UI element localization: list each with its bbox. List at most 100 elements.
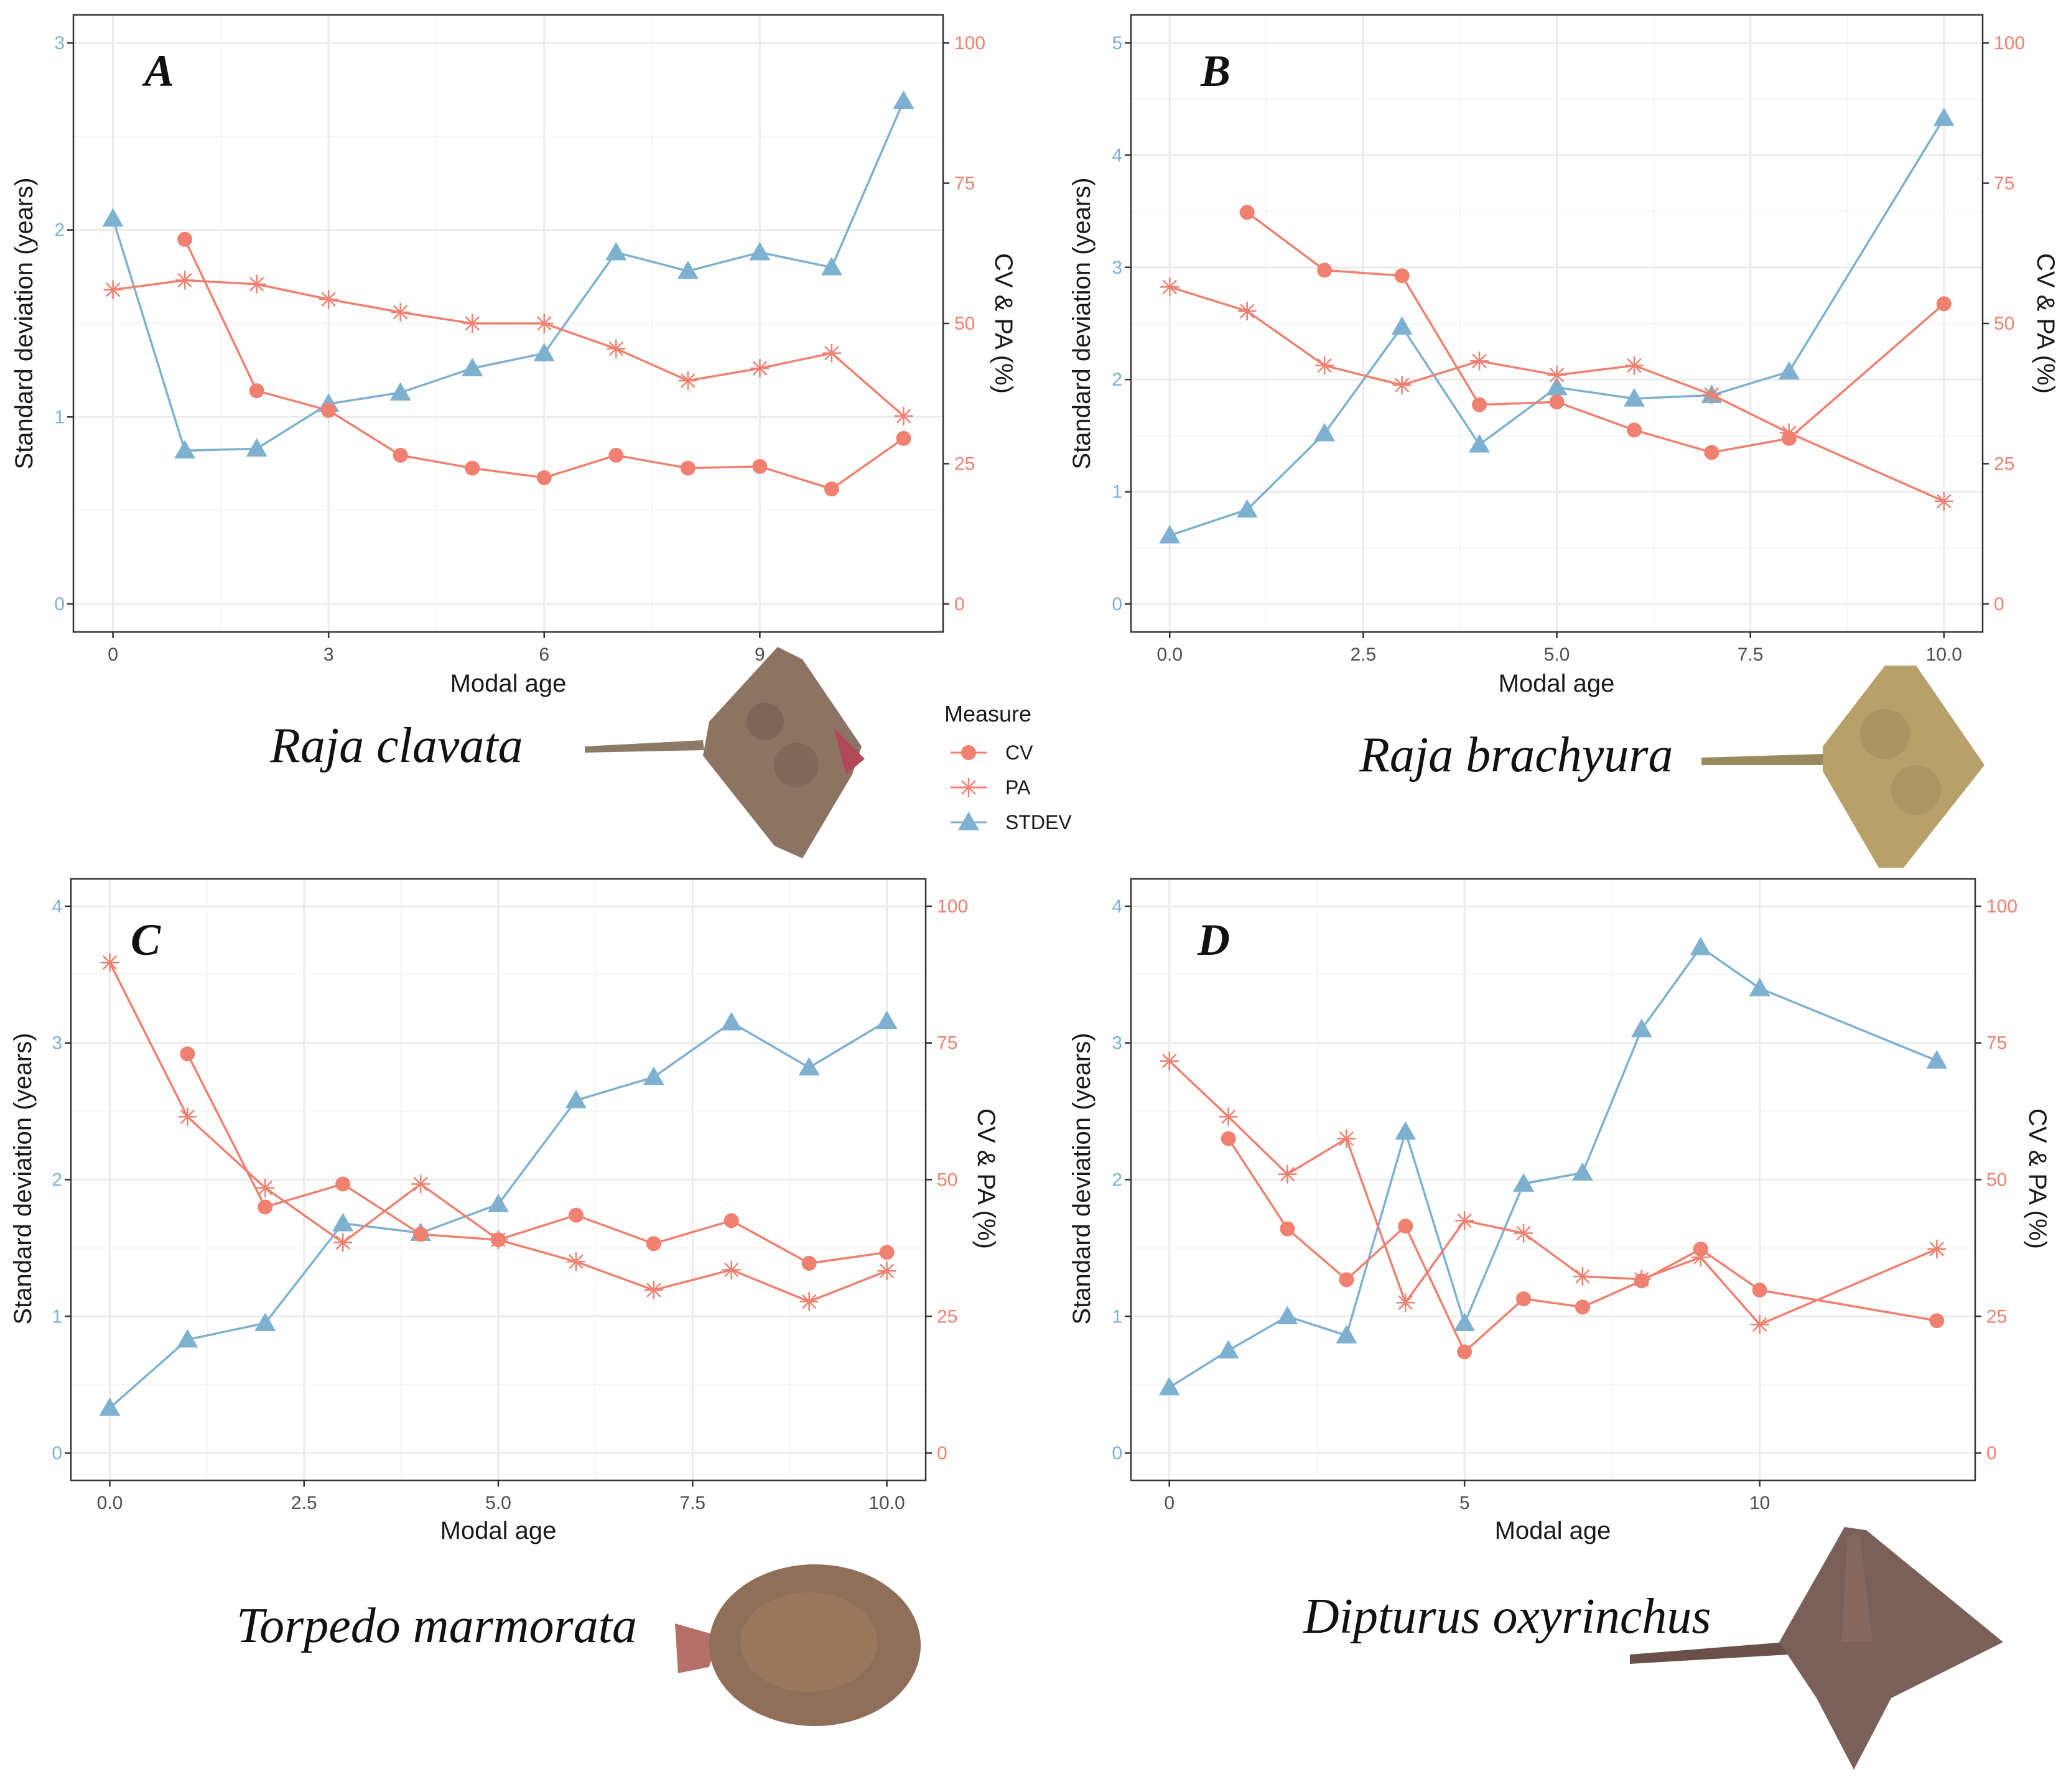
panel-b-stdev-point bbox=[1391, 316, 1413, 335]
panel-a-stdev-point bbox=[533, 343, 555, 361]
panel-c-x-tick-label: 2.5 bbox=[291, 1493, 317, 1513]
panel-c-cv-point bbox=[801, 1256, 817, 1271]
legend-cv-marker bbox=[961, 745, 976, 760]
panel-b-stdev-point bbox=[1469, 434, 1491, 453]
panel-c-x-axis-label: Modal age bbox=[440, 1517, 557, 1544]
panel-b-stdev-point bbox=[1159, 524, 1181, 544]
panel-d-stdev-point bbox=[1513, 1173, 1535, 1192]
panel-d-stdev-point bbox=[1631, 1018, 1652, 1038]
panel-c-stdev-point bbox=[332, 1212, 354, 1232]
panel-b-pa-point bbox=[1702, 385, 1721, 404]
panel-c-right-tick-label: 100 bbox=[937, 896, 968, 917]
legend-title: Measure bbox=[944, 701, 1031, 727]
panel-b-cv-point bbox=[1781, 430, 1797, 446]
panel-d-x-axis-label: Modal age bbox=[1495, 1517, 1611, 1544]
panel-a-right-tick-label: 75 bbox=[954, 174, 975, 194]
panel-d-cv-point bbox=[1693, 1242, 1708, 1257]
panel-c-cv-point bbox=[258, 1199, 273, 1215]
legend-stdev-marker bbox=[958, 812, 979, 830]
panel-b-cv-point bbox=[1472, 397, 1487, 412]
panel-a-cv-point bbox=[465, 460, 480, 476]
panel-c-pa-point bbox=[100, 953, 119, 972]
panel-a-pa-point bbox=[247, 274, 266, 294]
panel-d-pa-point bbox=[1160, 1051, 1179, 1070]
panel-d-cv-point bbox=[1929, 1313, 1945, 1329]
panel-d-right-tick-label: 50 bbox=[1986, 1170, 2007, 1191]
panel-a-stdev-line bbox=[111, 100, 905, 452]
panel-b-right-tick-label: 50 bbox=[1994, 313, 2014, 334]
panel-a-pa-point bbox=[463, 314, 482, 333]
panel-c-pa-point bbox=[178, 1107, 197, 1126]
panel-a-pa-point bbox=[391, 302, 410, 322]
panel-c-species-name: Torpedo marmorata bbox=[236, 1599, 637, 1653]
panel-d-pa-point bbox=[1514, 1223, 1533, 1243]
panel-a-cv-point bbox=[896, 430, 911, 446]
panel-c-right-tick-label: 50 bbox=[937, 1170, 957, 1191]
legend-pa-symbol bbox=[959, 778, 978, 797]
panel-c-right-tick-label: 0 bbox=[937, 1443, 947, 1464]
panel-a-pa-point bbox=[678, 371, 697, 390]
panel-b-x-axis-label: Modal age bbox=[1499, 670, 1615, 697]
panel-b-pa-point bbox=[1315, 356, 1334, 375]
panel-d-cv-point bbox=[1457, 1344, 1473, 1360]
legend-pa-marker bbox=[959, 778, 978, 797]
panel-c-pa-point bbox=[566, 1252, 585, 1271]
panel-b-cv-point bbox=[1394, 268, 1410, 284]
panel-d-left-tick-label: 1 bbox=[1112, 1306, 1122, 1327]
legend-label-pa: PA bbox=[1005, 776, 1031, 799]
panel-b-pa-point bbox=[1934, 491, 1953, 511]
panel-d-x-tick-label: 10 bbox=[1749, 1493, 1770, 1513]
panel-b-cv-point bbox=[1626, 422, 1642, 438]
panel-c-pa-point bbox=[799, 1292, 819, 1311]
panel-a-stdev-point bbox=[246, 438, 268, 457]
panel-d-right-tick-label: 25 bbox=[1986, 1306, 2007, 1327]
panel-b-left-tick-label: 2 bbox=[1112, 369, 1122, 390]
panel-d-pa-point bbox=[1219, 1107, 1238, 1126]
panel-a-left-tick-label: 2 bbox=[54, 220, 65, 241]
panel-d-right-y-axis-label: CV & PA (%) bbox=[2024, 1108, 2051, 1249]
panel-c-stdev-point bbox=[177, 1329, 198, 1348]
panel-a-pa-point bbox=[175, 271, 195, 290]
panel-a: 0 3 6 9 0 1 2 3 0 25 50 75 100 Modal age Standard de… bbox=[11, 14, 1017, 858]
panel-c-x-tick-label: 5.0 bbox=[485, 1493, 511, 1513]
panel-b-cv-point bbox=[1549, 394, 1565, 410]
panel-d-stdev-point bbox=[1749, 977, 1771, 996]
panel-b-stdev-point bbox=[1623, 388, 1645, 407]
panel-a-right-y-axis-label: CV & PA (%) bbox=[990, 253, 1017, 394]
panel-d-pa-point bbox=[1573, 1267, 1592, 1286]
panel-b-x-tick-label: 0.0 bbox=[1156, 644, 1183, 665]
panel-b-x-tick-label: 7.5 bbox=[1738, 644, 1764, 665]
panel-a-left-tick-label: 3 bbox=[54, 33, 65, 53]
panel-a-letter: A bbox=[142, 46, 174, 96]
panel-d-stdev-point bbox=[1690, 936, 1711, 955]
panel-a-ticks: 0 3 6 9 0 1 2 3 0 25 50 75 100 bbox=[54, 33, 985, 665]
panel-c-ticks: 0.0 2.5 5.0 7.5 10.0 0 1 2 3 4 0 25 50 75 100 bbox=[52, 896, 968, 1513]
panel-d-pa-point bbox=[1750, 1315, 1769, 1334]
panel-c-stdev-point bbox=[720, 1011, 742, 1031]
panel-c-x-tick-label: 7.5 bbox=[679, 1493, 705, 1513]
panel-d-cv-point bbox=[1752, 1283, 1767, 1298]
panel-b-cv-point bbox=[1936, 296, 1952, 312]
legend-item-stdev: STDEV bbox=[951, 811, 1072, 833]
panel-c-stdev-point bbox=[643, 1066, 664, 1085]
panel-c-stdev-point bbox=[876, 1010, 898, 1029]
panel-a-stdev-point bbox=[389, 382, 411, 401]
panel-a-x-tick-label: 0 bbox=[108, 644, 118, 665]
panel-d-stdev-point bbox=[1395, 1121, 1417, 1140]
panel-c-series bbox=[99, 953, 898, 1416]
panel-b-species-name: Raja brachyura bbox=[1359, 728, 1673, 782]
panel-d-stdev-point bbox=[1926, 1050, 1948, 1069]
panel-d-right-tick-label: 100 bbox=[1986, 896, 2017, 917]
panel-b-cv-point bbox=[1317, 262, 1333, 278]
panel-d-stdev-point bbox=[1571, 1162, 1593, 1181]
panel-d-pa-line bbox=[1168, 1060, 1938, 1326]
panel-a-stdev-point bbox=[462, 358, 483, 376]
panel-a-stdev-point bbox=[174, 440, 196, 459]
panel-b-x-tick-label: 2.5 bbox=[1351, 644, 1377, 665]
panel-a-cv-point bbox=[249, 383, 264, 399]
panel-b-x-tick-label: 5.0 bbox=[1544, 644, 1570, 665]
panel-d-pa-point bbox=[1396, 1293, 1415, 1312]
panel-b-pa-line bbox=[1169, 286, 1945, 503]
panel-c-cv-point bbox=[413, 1227, 429, 1242]
